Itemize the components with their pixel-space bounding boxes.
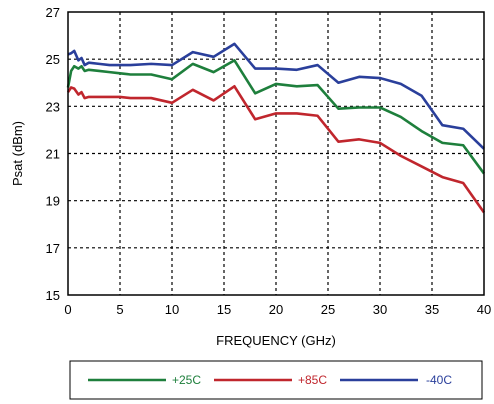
series-line-2 (66, 84, 486, 214)
legend-label-3: -40C (426, 373, 452, 387)
y-tick-label: 27 (46, 5, 60, 20)
x-tick-label: 15 (217, 302, 231, 317)
x-tick-label: 0 (64, 302, 71, 317)
x-tick-label: 40 (477, 302, 491, 317)
legend: +25C +85C -40C (69, 360, 483, 400)
grid (68, 12, 484, 295)
x-tick-label: 30 (373, 302, 387, 317)
x-axis-ticks: 0 5 10 15 20 25 30 35 40 (64, 302, 491, 317)
x-tick-label: 20 (269, 302, 283, 317)
y-tick-label: 21 (46, 147, 60, 162)
plot-frame (67, 11, 485, 296)
x-axis-label: FREQUENCY (GHz) (216, 333, 336, 348)
y-axis-ticks: 15 17 19 21 23 25 27 (46, 5, 60, 303)
y-tick-label: 17 (46, 241, 60, 256)
y-tick-label: 19 (46, 194, 60, 209)
x-tick-label: 5 (116, 302, 123, 317)
y-tick-label: 23 (46, 99, 60, 114)
x-tick-label: 35 (425, 302, 439, 317)
legend-label-2: +85C (298, 373, 327, 387)
y-tick-label: 25 (46, 52, 60, 67)
legend-label-1: +25C (172, 373, 201, 387)
y-axis-label: Psat (dBm) (10, 121, 25, 186)
x-tick-label: 25 (321, 302, 335, 317)
x-tick-label: 10 (165, 302, 179, 317)
series-line-3 (67, 42, 485, 150)
series-line-1 (66, 59, 486, 175)
y-tick-label: 15 (46, 288, 60, 303)
series-layer (66, 42, 486, 214)
